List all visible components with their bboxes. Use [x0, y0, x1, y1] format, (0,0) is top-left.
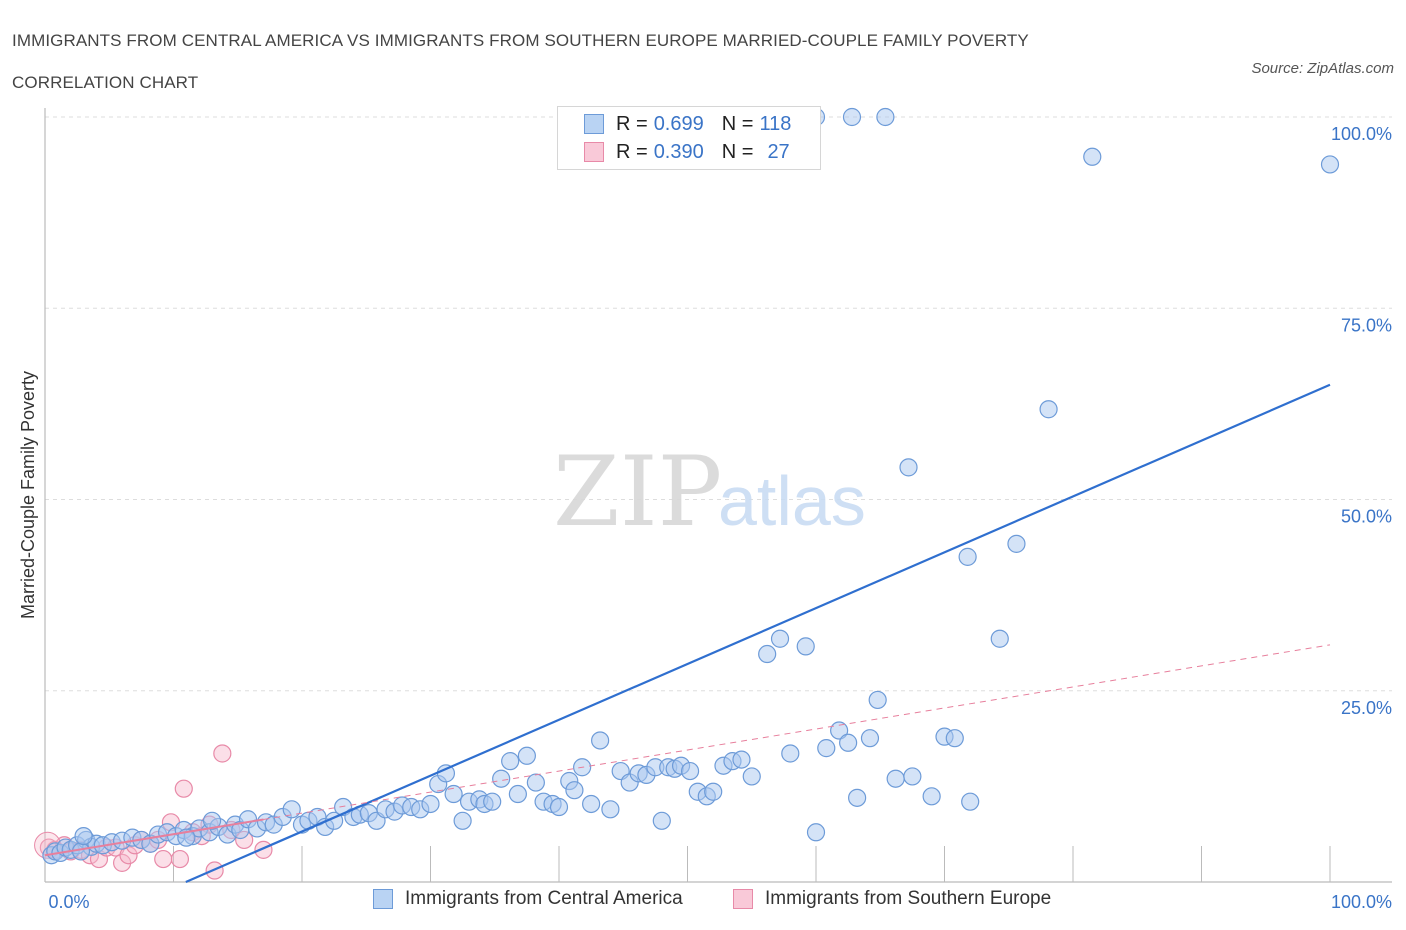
- y-tick-label: 50.0%: [1341, 507, 1392, 527]
- y-tick-label: 75.0%: [1341, 315, 1392, 335]
- central-america-point: [806, 823, 826, 842]
- central-america-point: [817, 739, 836, 758]
- legend-swatch-blue: [373, 889, 393, 909]
- central-america-point: [758, 644, 777, 664]
- series-legend: Immigrants from Central America Immigran…: [0, 888, 1406, 918]
- central-america-point: [549, 797, 569, 817]
- watermark-atlas: atlas: [718, 462, 866, 540]
- axis-layer: [44, 108, 1392, 883]
- central-america-point: [680, 761, 700, 781]
- x-tick-label-min: 0.0%: [48, 892, 89, 912]
- stats-legend: R = 0.699 N = 118 R = 0.390 N = 27: [557, 106, 821, 170]
- central-america-point: [961, 792, 980, 811]
- legend-swatch-pink: [733, 889, 753, 909]
- y-tick-label: 100.0%: [1331, 124, 1392, 144]
- legend-n-value: 27: [767, 140, 790, 163]
- central-america-point: [704, 782, 723, 801]
- central-america-point: [899, 458, 918, 477]
- source-credit: Source: ZipAtlas.com: [1251, 60, 1394, 77]
- central-america-point: [1083, 147, 1102, 166]
- southern-europe-point: [170, 849, 190, 869]
- central-america-point: [501, 752, 520, 771]
- y-axis-label: Married-Couple Family Poverty: [18, 371, 38, 619]
- trend-lines: [44, 383, 1331, 884]
- central-america-point: [517, 746, 536, 765]
- legend-n-value: 118: [759, 112, 792, 135]
- legend-row-southern-europe: R = 0.390 N = 27: [584, 138, 796, 166]
- legend-r-value: 0.699: [653, 112, 704, 135]
- central-america-point: [601, 800, 620, 819]
- legend-swatch-blue: [584, 114, 604, 134]
- legend-row-central-america: R = 0.699 N = 118: [584, 110, 797, 138]
- legend-r-label: R =: [616, 112, 648, 135]
- central-america-point: [848, 788, 867, 807]
- chart-title: IMMIGRANTS FROM CENTRAL AMERICA VS IMMIG…: [12, 31, 1029, 92]
- y-tick-label: 25.0%: [1341, 698, 1392, 718]
- central-america-point: [830, 721, 849, 740]
- southern-europe-point: [213, 744, 232, 763]
- legend-r-value: 0.390: [653, 140, 704, 163]
- central-america-point: [732, 750, 751, 769]
- central-america-point: [74, 826, 93, 846]
- grid-layer: [45, 116, 1392, 692]
- southern-europe-point: [154, 849, 173, 869]
- central-america-point: [1007, 534, 1026, 553]
- legend-label-southern-europe: Immigrants from Southern Europe: [765, 888, 1052, 909]
- central-america-point: [742, 767, 761, 786]
- legend-label-central-america: Immigrants from Central America: [405, 888, 683, 909]
- central-america-point: [582, 794, 601, 814]
- central-america-point: [796, 637, 815, 656]
- central-america-point: [922, 787, 941, 806]
- central-america-point: [591, 731, 610, 750]
- southern-europe-trend-line-solid: [44, 818, 264, 857]
- watermark: ZIP atlas: [553, 436, 866, 548]
- southern-europe-point: [174, 779, 193, 798]
- central-america-point: [945, 729, 964, 748]
- central-america-point: [770, 629, 790, 648]
- x-tick-label-max: 100.0%: [1331, 892, 1392, 912]
- central-america-point: [842, 107, 862, 127]
- tick-labels: 25.0% 50.0% 75.0% 100.0% 0.0% 100.0%: [48, 124, 1392, 912]
- central-america-point: [492, 769, 511, 788]
- central-america-point: [868, 690, 887, 710]
- legend-n-label: N =: [721, 112, 754, 135]
- central-america-trend-line: [185, 383, 1331, 884]
- central-america-points: [42, 107, 1340, 865]
- central-america-point: [839, 733, 858, 752]
- central-america-point: [483, 792, 502, 811]
- central-america-point: [860, 729, 880, 748]
- central-america-point: [1039, 400, 1058, 419]
- central-america-point: [526, 773, 545, 792]
- watermark-zip: ZIP: [553, 436, 722, 548]
- central-america-point: [958, 547, 977, 566]
- central-america-point: [282, 800, 301, 819]
- legend-item-southern-europe[interactable]: Immigrants from Southern Europe: [733, 888, 1051, 910]
- central-america-point: [421, 794, 440, 814]
- central-america-point: [886, 769, 905, 788]
- central-america-point: [453, 811, 472, 830]
- central-america-point: [876, 107, 895, 127]
- central-america-point: [71, 842, 91, 861]
- central-america-point: [781, 744, 800, 763]
- legend-item-central-america[interactable]: Immigrants from Central America: [373, 888, 683, 910]
- central-america-point: [652, 811, 671, 830]
- central-america-point: [903, 767, 922, 786]
- central-america-point: [202, 811, 222, 830]
- central-america-point: [990, 629, 1009, 648]
- central-america-point: [508, 784, 527, 804]
- legend-n-label: N =: [721, 140, 754, 163]
- central-america-point: [565, 781, 584, 800]
- legend-r-label: R =: [616, 140, 648, 163]
- legend-swatch-pink: [584, 142, 604, 162]
- central-america-point: [444, 784, 463, 804]
- central-america-point: [1320, 155, 1340, 174]
- southern-europe-trend-line-dashed: [263, 644, 1331, 820]
